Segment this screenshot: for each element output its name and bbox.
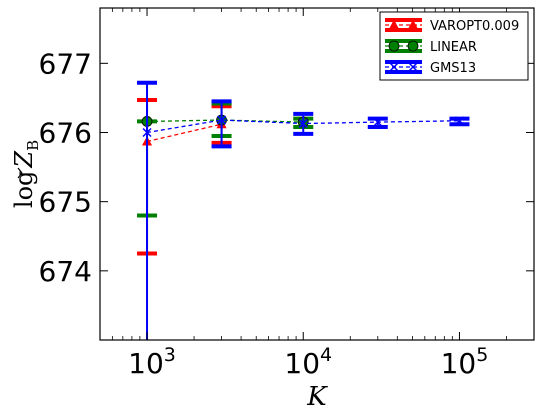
y-axis-label-log: log <box>10 171 38 209</box>
marker-gms13-1 <box>217 115 227 125</box>
marker-gms13-0-stroke-b <box>142 127 152 138</box>
y-axis-label-subscript: B <box>24 140 42 151</box>
series-line-linear <box>147 119 304 123</box>
y-tick-label-2: 676 <box>39 117 92 150</box>
x-tick-exponent-2: 5 <box>476 344 488 366</box>
legend-marker-b-gms13-stroke-b <box>408 62 418 72</box>
legend-label-linear: LINEAR <box>430 40 477 55</box>
legend-marker-a-gms13 <box>389 62 399 72</box>
marker-gms13-0 <box>142 127 152 138</box>
legend: VAROPT0.009 LINEAR GMS13 <box>379 11 529 81</box>
y-axis-label: log ZB <box>10 140 42 208</box>
legend-entry-linear: LINEAR <box>385 39 477 55</box>
marker-gms13-4 <box>454 116 464 126</box>
marker-gms13-2-stroke-b <box>298 118 308 129</box>
marker-gms13-4-stroke-b <box>454 116 464 126</box>
y-tick-label-0: 674 <box>39 255 92 288</box>
y-tick-label-3: 677 <box>39 47 92 80</box>
plot-frame <box>99 7 535 341</box>
marker-gms13-1-stroke-b <box>217 115 227 125</box>
legend-marker-b-varopt0-009 <box>408 19 418 29</box>
y-tick-label-1: 675 <box>39 186 92 219</box>
legend-marker-a-varopt0-009 <box>389 19 399 29</box>
legend-marker-a-linear <box>388 40 400 52</box>
series-line-varopt0-009 <box>146 123 222 143</box>
x-tick-label-2: 105 <box>441 344 489 380</box>
x-tick-exponent-1: 4 <box>320 344 332 366</box>
data-layer <box>137 80 470 340</box>
legend-label-gms13: GMS13 <box>430 61 476 76</box>
x-tick-label-1: 104 <box>284 344 332 380</box>
legend-label-varopt0-009: VAROPT0.009 <box>430 19 519 34</box>
legend-marker-a-gms13-stroke-b <box>389 62 399 72</box>
marker-gms13-3 <box>373 117 383 127</box>
legend-marker-b-gms13 <box>408 62 418 72</box>
marker-gms13-2 <box>298 118 308 129</box>
legend-entry-gms13: GMS13 <box>385 60 476 76</box>
marker-gms13-3-stroke-b <box>373 117 383 127</box>
legend-entry-varopt0-009: VAROPT0.009 <box>385 18 519 34</box>
legend-box <box>379 11 529 81</box>
x-tick-label-0: 103 <box>128 344 176 380</box>
x-tick-exponent-0: 3 <box>164 344 176 366</box>
y-axis-label-hat <box>17 167 23 179</box>
x-axis-label: K <box>306 382 328 412</box>
series-gms13 <box>137 80 470 340</box>
y-axis-label-z: Z <box>10 150 38 169</box>
legend-marker-b-linear <box>407 40 419 52</box>
